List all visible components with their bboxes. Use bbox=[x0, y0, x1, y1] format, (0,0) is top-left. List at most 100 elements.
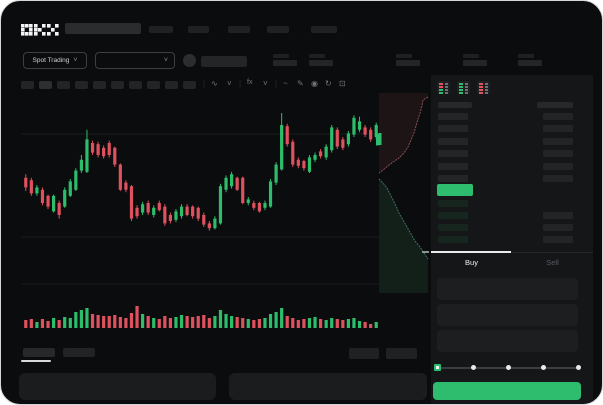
candlestick bbox=[341, 137, 345, 151]
chevron-down-icon[interactable]: ˅ bbox=[227, 79, 232, 88]
divider: | bbox=[275, 79, 278, 88]
candlestick bbox=[35, 185, 39, 196]
candlestick bbox=[68, 179, 72, 197]
nav-item[interactable] bbox=[311, 26, 337, 33]
candlestick-chart[interactable] bbox=[21, 97, 379, 347]
trendline-icon[interactable]: ~ bbox=[283, 79, 288, 88]
dash bbox=[459, 86, 463, 88]
book-bids-icon[interactable] bbox=[457, 81, 470, 94]
tab-buy[interactable]: Buy bbox=[465, 258, 478, 267]
last-price-highlight[interactable] bbox=[437, 184, 473, 196]
slider-step-dot[interactable] bbox=[505, 365, 511, 370]
ask-amount[interactable] bbox=[543, 150, 573, 158]
ask-price[interactable] bbox=[438, 175, 468, 182]
chart-tab-active[interactable] bbox=[23, 348, 55, 357]
stat-value bbox=[463, 60, 487, 66]
book-combined-icon[interactable] bbox=[437, 81, 450, 94]
amount-field[interactable] bbox=[437, 304, 578, 326]
pair-selector-dropdown[interactable]: ˅ bbox=[95, 52, 175, 69]
stat-label bbox=[463, 54, 479, 58]
timeframe-button[interactable] bbox=[111, 81, 124, 89]
last-price-placeholder bbox=[201, 56, 247, 67]
reload-icon[interactable]: ↻ bbox=[325, 79, 332, 88]
timeframe-button[interactable] bbox=[165, 81, 178, 89]
slider-handle[interactable] bbox=[434, 364, 441, 371]
ask-amount[interactable] bbox=[543, 125, 573, 133]
timeframe-button[interactable] bbox=[21, 81, 34, 89]
volume-bar bbox=[330, 318, 334, 328]
timeframe-button[interactable] bbox=[183, 81, 196, 89]
ask-amount[interactable] bbox=[543, 113, 573, 120]
bid-amount[interactable] bbox=[543, 224, 573, 231]
bid-price[interactable] bbox=[438, 212, 468, 219]
bid-price[interactable] bbox=[438, 236, 468, 243]
chart-action-button[interactable] bbox=[349, 348, 379, 359]
ask-price[interactable] bbox=[438, 125, 468, 133]
camera-icon[interactable]: ◉ bbox=[311, 79, 318, 88]
volume-bar bbox=[280, 308, 284, 328]
ask-amount[interactable] bbox=[543, 137, 573, 145]
stat-label bbox=[518, 54, 534, 58]
volume-bar bbox=[152, 318, 156, 328]
candlestick bbox=[140, 201, 145, 215]
bid-price[interactable] bbox=[438, 224, 468, 231]
volume-bar bbox=[207, 318, 211, 328]
volume-bar bbox=[341, 320, 345, 328]
nav-item[interactable] bbox=[188, 26, 209, 33]
candlestick bbox=[146, 200, 150, 215]
volume-bar bbox=[235, 317, 239, 328]
nav-item[interactable] bbox=[149, 26, 173, 33]
timeframe-button[interactable] bbox=[93, 81, 106, 89]
slider-step-dot[interactable] bbox=[540, 365, 546, 370]
dash bbox=[479, 86, 483, 88]
tab-sell[interactable]: Sell bbox=[546, 258, 559, 267]
ask-price[interactable] bbox=[438, 150, 468, 158]
volume-bar bbox=[74, 312, 78, 328]
price-field[interactable] bbox=[437, 278, 578, 300]
book-asks-icon[interactable] bbox=[477, 81, 490, 94]
market-type-dropdown[interactable]: Spot Trading ˅ bbox=[23, 52, 87, 69]
candlestick bbox=[330, 125, 334, 153]
search-input[interactable] bbox=[65, 23, 141, 34]
orderbook-header-price bbox=[438, 102, 472, 108]
timeframe-button[interactable] bbox=[39, 81, 52, 89]
total-field[interactable] bbox=[437, 330, 578, 352]
timeframe-button[interactable] bbox=[57, 81, 70, 89]
slider-step-dot[interactable] bbox=[470, 365, 476, 370]
timeframe-button[interactable] bbox=[147, 81, 160, 89]
draw-icon[interactable]: ✎ bbox=[297, 79, 304, 88]
ask-price[interactable] bbox=[438, 137, 468, 145]
timeframe-button[interactable] bbox=[129, 81, 142, 89]
volume-bar bbox=[263, 318, 267, 328]
candlestick bbox=[274, 162, 278, 185]
candlestick bbox=[157, 200, 161, 212]
bid-amount[interactable] bbox=[543, 212, 573, 219]
slider-step-dot[interactable] bbox=[575, 365, 581, 370]
dash bbox=[465, 86, 468, 88]
indicators-icon[interactable]: fx bbox=[247, 79, 253, 86]
timeframe-button[interactable] bbox=[75, 81, 88, 89]
nav-item[interactable] bbox=[228, 26, 250, 33]
chevron-down-icon[interactable]: ˅ bbox=[263, 79, 268, 88]
bid-amount[interactable] bbox=[543, 236, 573, 243]
buy-submit-button[interactable] bbox=[433, 382, 581, 400]
stat-value bbox=[309, 60, 333, 66]
ask-amount[interactable] bbox=[543, 162, 573, 170]
line-type-icon[interactable]: ∿ bbox=[211, 79, 218, 88]
fullscreen-icon[interactable]: ⊡ bbox=[339, 79, 346, 88]
volume-bar bbox=[307, 318, 312, 328]
candlestick bbox=[90, 140, 95, 155]
chart-action-button[interactable] bbox=[386, 348, 417, 359]
ask-price[interactable] bbox=[438, 162, 468, 170]
candlestick bbox=[29, 177, 33, 196]
nav-item[interactable] bbox=[267, 26, 289, 33]
chart-tab[interactable] bbox=[63, 348, 95, 357]
bid-price[interactable] bbox=[438, 200, 468, 207]
dash bbox=[445, 83, 448, 85]
volume-bar bbox=[174, 317, 178, 328]
ask-price[interactable] bbox=[438, 113, 468, 120]
volume-bar bbox=[202, 315, 206, 328]
ask-amount[interactable] bbox=[543, 175, 573, 182]
volume-bar bbox=[96, 315, 100, 328]
